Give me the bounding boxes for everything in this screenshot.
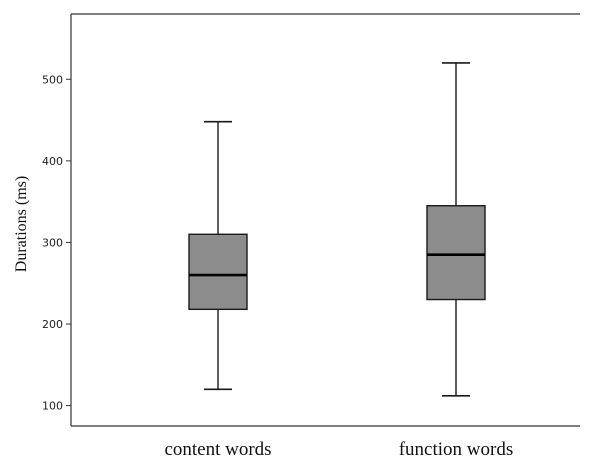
axes bbox=[70, 13, 580, 427]
box-0 bbox=[188, 120, 248, 391]
x-axis-labels: content words function words bbox=[164, 439, 513, 459]
y-axis-title: Durations (ms) bbox=[13, 176, 30, 272]
box-series bbox=[188, 62, 486, 397]
y-tick-label: 500 bbox=[42, 73, 63, 86]
y-axis-ticks: 100 200 300 400 500 bbox=[42, 73, 71, 413]
y-tick-label: 100 bbox=[42, 400, 63, 413]
y-tick-label: 200 bbox=[42, 318, 63, 331]
box-1 bbox=[426, 62, 486, 397]
x-category-label: content words bbox=[164, 439, 271, 459]
x-category-label: function words bbox=[399, 439, 514, 459]
iqr-box bbox=[426, 205, 486, 301]
y-tick-label: 400 bbox=[42, 155, 63, 168]
y-tick-label: 300 bbox=[42, 236, 63, 249]
iqr-box bbox=[188, 233, 248, 311]
